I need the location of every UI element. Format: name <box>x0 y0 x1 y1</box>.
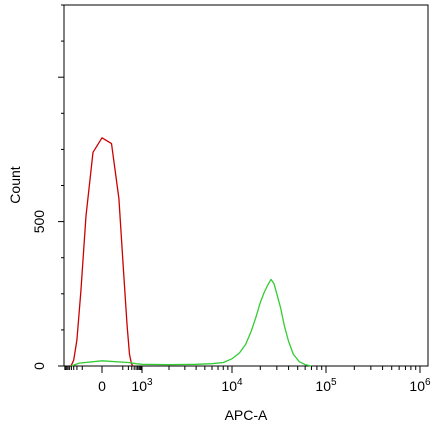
x-tick-label: 0 <box>98 378 106 394</box>
x-tick-label: 103 <box>131 377 153 394</box>
x-tick-label: 105 <box>315 377 337 394</box>
x-axis-label: APC-A <box>225 407 268 423</box>
series-line-1 <box>70 137 134 367</box>
series-line-2 <box>71 278 312 367</box>
x-tick-label: 106 <box>409 377 431 394</box>
x-axis: 0 103 104 105 106 <box>64 366 431 394</box>
y-axis-label: Count <box>7 166 23 203</box>
y-tick-label: 500 <box>31 210 47 234</box>
series-layer <box>70 137 312 367</box>
plot-frame <box>63 4 429 367</box>
y-axis: 0 500 <box>31 4 64 370</box>
y-tick-label: 0 <box>31 362 47 370</box>
x-tick-label: 104 <box>221 377 243 394</box>
